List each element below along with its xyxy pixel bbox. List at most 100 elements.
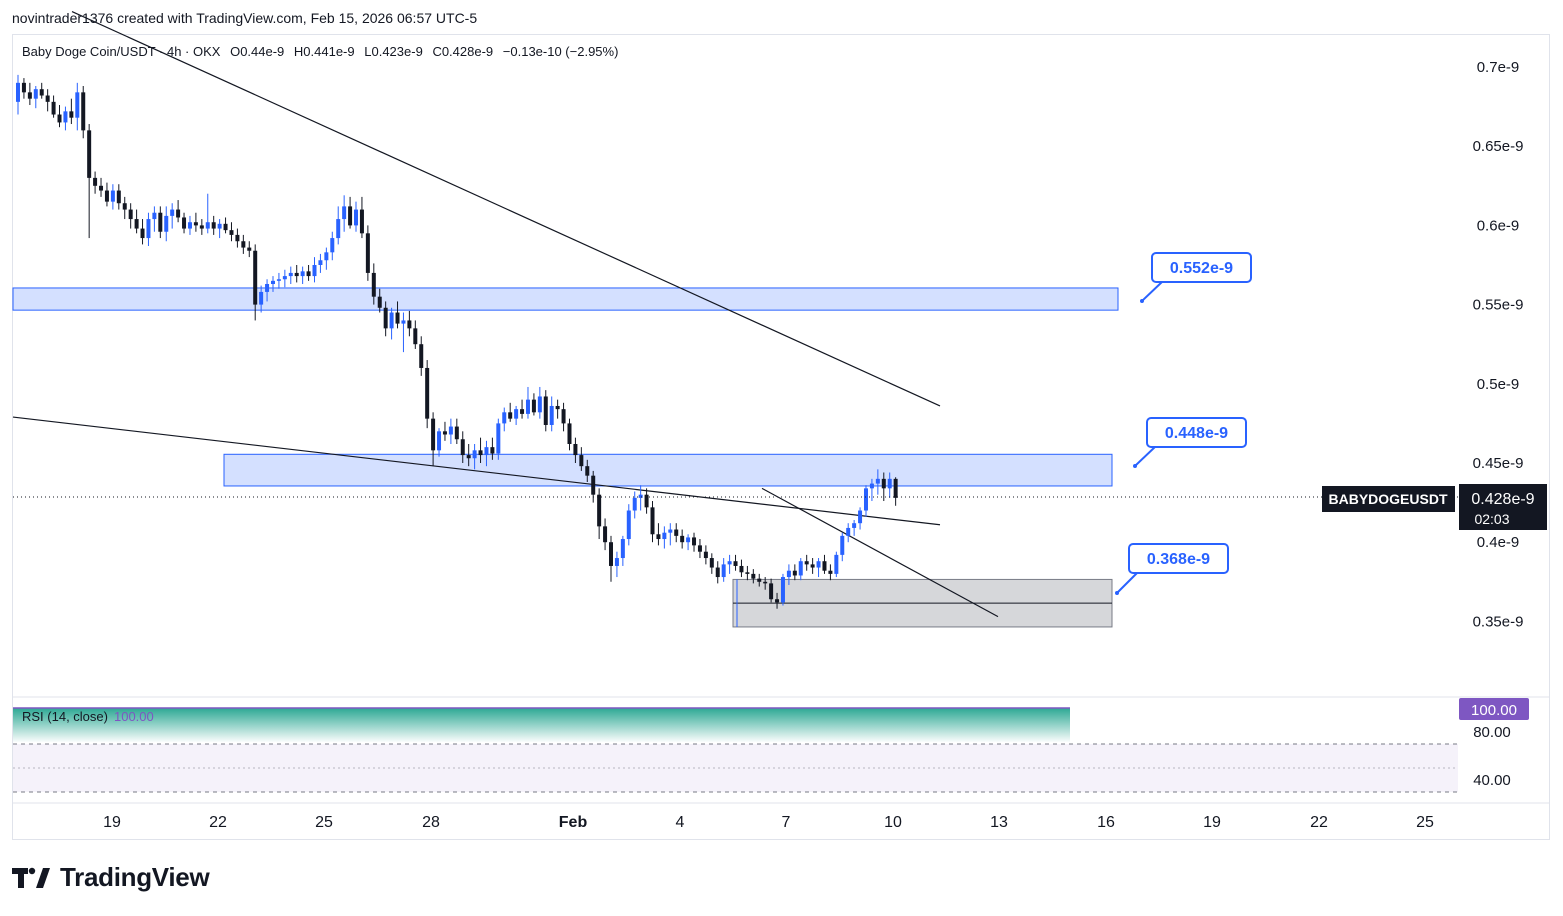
candle — [745, 565, 750, 581]
candle — [472, 443, 477, 470]
candle — [502, 407, 507, 432]
candle — [804, 554, 809, 571]
time-tick: 7 — [782, 814, 791, 831]
candle-body — [413, 328, 418, 345]
candle — [128, 203, 133, 229]
zone-1 — [223, 453, 1113, 487]
candle — [863, 485, 868, 517]
candle — [757, 573, 762, 587]
price-tick: 0.35e-9 — [1473, 613, 1524, 630]
candle — [140, 219, 145, 245]
candle-body — [448, 426, 453, 435]
candle-body — [288, 272, 293, 277]
candle-body — [401, 320, 406, 324]
candle — [650, 501, 655, 543]
candle-body — [176, 209, 181, 218]
time-tick: 19 — [1203, 814, 1221, 831]
candle — [543, 390, 548, 432]
rsi-legend[interactable]: RSI (14, close) 100.00 — [22, 709, 154, 724]
candle-body — [187, 222, 192, 229]
callout-pointer — [1141, 280, 1164, 302]
candle — [775, 592, 780, 609]
candle-body — [39, 89, 44, 96]
candle — [81, 86, 86, 139]
candle-body — [193, 222, 198, 226]
candle-body — [875, 478, 880, 484]
candle — [413, 320, 418, 349]
candle — [146, 212, 151, 246]
zones — [12, 287, 1119, 628]
candle-body — [104, 190, 109, 202]
candle — [454, 418, 459, 444]
trendline-1 — [12, 416, 941, 526]
candle-body — [407, 320, 412, 329]
ticker-label: BABYDOGEUSDT — [1328, 491, 1447, 507]
candles — [16, 74, 898, 609]
candle — [217, 219, 222, 239]
time-tick: 16 — [1097, 814, 1115, 831]
candle-body — [834, 554, 839, 574]
candle — [104, 182, 109, 207]
candle-body — [336, 219, 341, 239]
candle-body — [442, 431, 447, 435]
candle-body — [235, 234, 240, 242]
callout-anchor — [1140, 299, 1144, 303]
candle-body — [597, 494, 602, 527]
candle-body — [110, 190, 115, 202]
candle — [324, 247, 329, 270]
candle — [798, 558, 803, 581]
candle-body — [579, 455, 584, 467]
candle-body — [425, 367, 430, 419]
candle — [852, 520, 857, 536]
candle-body — [217, 223, 222, 229]
candle — [662, 526, 667, 549]
candle-body — [128, 209, 133, 220]
candle-body — [460, 439, 465, 456]
candle-body — [757, 578, 762, 582]
candle-body — [306, 271, 311, 277]
candle — [792, 564, 797, 581]
candle — [893, 477, 898, 506]
time-tick: 19 — [103, 814, 121, 831]
candle-body — [342, 206, 347, 220]
candle — [466, 443, 471, 467]
candle-body — [893, 478, 898, 498]
candle — [810, 558, 815, 574]
candle — [223, 217, 228, 234]
candle — [697, 539, 702, 559]
tradingview-logo[interactable]: TradingView — [12, 862, 210, 893]
candle — [93, 171, 98, 194]
candle-body — [525, 399, 530, 414]
candle-body — [686, 537, 691, 543]
candle — [425, 360, 430, 429]
time-tick: 22 — [1310, 814, 1328, 831]
callout-box — [1151, 252, 1252, 283]
candle-body — [840, 535, 845, 555]
candle-body — [614, 558, 619, 566]
trendline-0 — [71, 11, 941, 407]
candle — [632, 491, 637, 519]
candle-body — [620, 539, 625, 559]
price-tick: 0.7e-9 — [1477, 59, 1520, 76]
candle-body — [591, 475, 596, 495]
candle — [858, 507, 863, 530]
trendlines — [12, 11, 999, 618]
candle-body — [863, 488, 868, 511]
price-tick: 0.55e-9 — [1473, 297, 1524, 314]
candle — [626, 504, 631, 546]
candle-body — [656, 534, 661, 540]
candle — [881, 472, 886, 502]
candle — [241, 234, 246, 254]
bar-countdown: 02:03 — [1474, 511, 1509, 527]
candle-body — [211, 222, 216, 229]
time-tick: 28 — [422, 814, 440, 831]
symbol-legend[interactable]: Baby Doge Coin/USDT · 4h · OKX O0.44e-9 … — [22, 44, 624, 59]
candle-body — [822, 561, 827, 571]
time-tick: Feb — [559, 814, 588, 831]
candle — [235, 228, 240, 248]
time-tick: 4 — [676, 814, 685, 831]
candle-body — [377, 296, 382, 308]
candle — [205, 193, 210, 234]
candle-body — [99, 185, 104, 191]
